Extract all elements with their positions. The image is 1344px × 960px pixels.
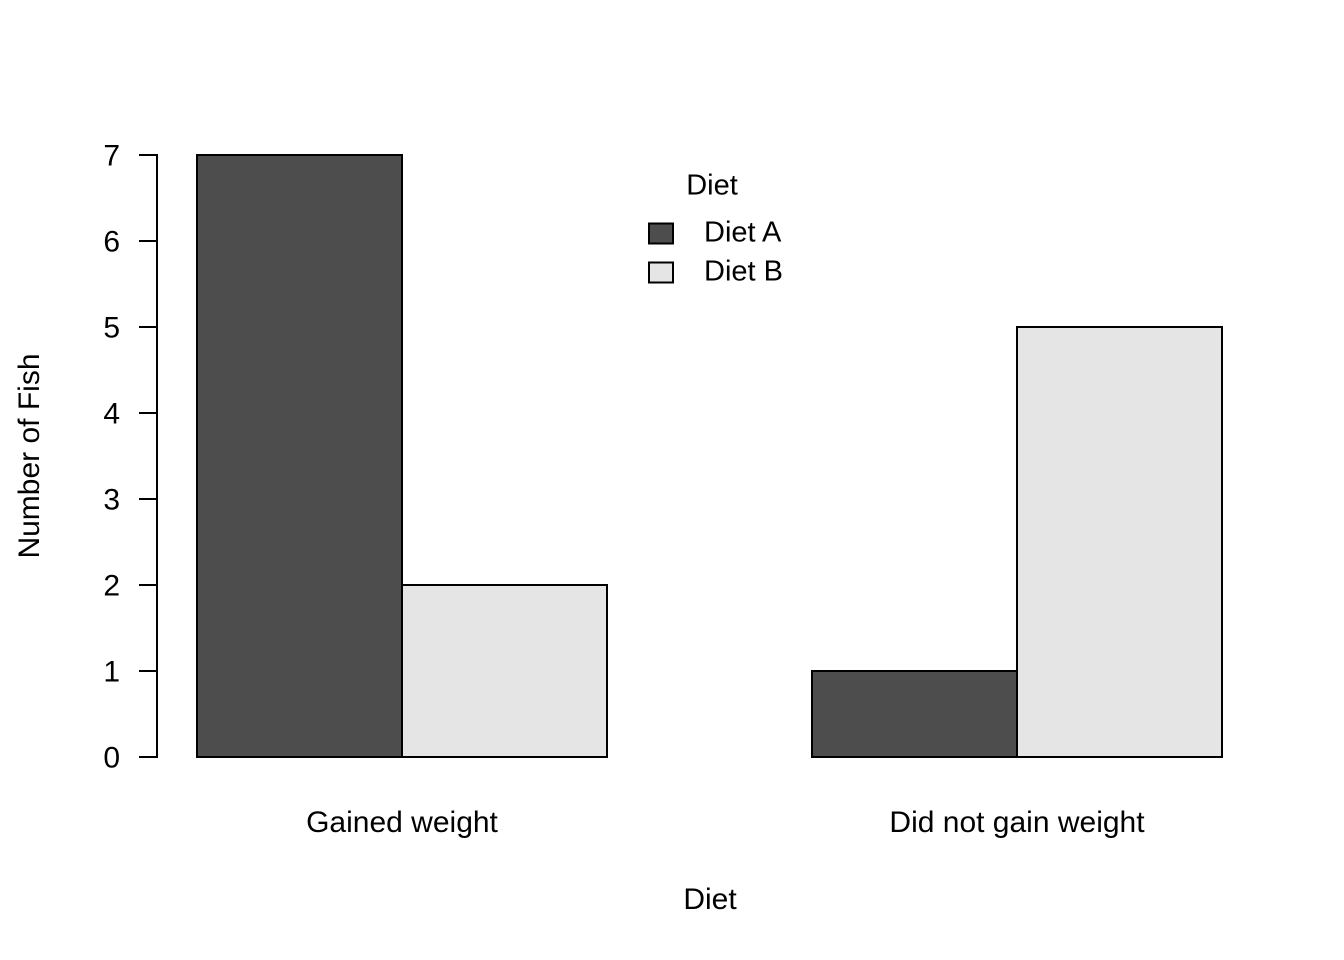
- category-label-gained-weight: Gained weight: [306, 806, 498, 839]
- legend-label-diet-b: Diet B: [704, 255, 783, 288]
- legend-label-diet-a: Diet A: [704, 216, 782, 249]
- bar-diet-b-gained-weight: [401, 584, 608, 758]
- bar-diet-b-did-not-gain-weight: [1016, 326, 1223, 758]
- x-axis-title: Diet: [683, 883, 737, 916]
- category-label-did-not-gain-weight: Did not gain weight: [889, 806, 1145, 839]
- y-tick-label-4: 4: [103, 398, 120, 431]
- bar-diet-a-did-not-gain-weight: [811, 670, 1018, 758]
- y-tick-label-0: 0: [103, 742, 120, 775]
- y-tick-label-3: 3: [103, 484, 120, 517]
- legend-entry-diet-a: Diet A: [648, 217, 781, 250]
- y-tick-label-2: 2: [103, 570, 120, 603]
- legend-entry-diet-b: Diet B: [648, 256, 783, 289]
- diet-a-swatch-icon: [648, 222, 674, 244]
- y-tick-label-6: 6: [103, 226, 120, 259]
- y-axis-title: Number of Fish: [13, 353, 46, 559]
- diet-b-swatch-icon: [648, 261, 674, 283]
- y-tick-label-1: 1: [103, 656, 120, 689]
- y-tick-label-7: 7: [103, 140, 120, 173]
- legend-title: Diet: [686, 169, 738, 202]
- bar-diet-a-gained-weight: [196, 154, 403, 758]
- y-tick-label-5: 5: [103, 312, 120, 345]
